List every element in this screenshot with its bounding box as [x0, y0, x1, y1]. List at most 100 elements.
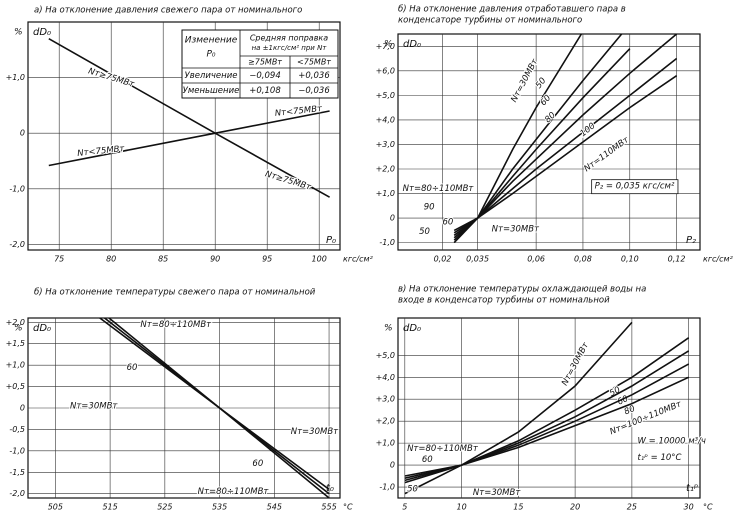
y-tick-label: +7,0: [376, 42, 395, 51]
y-tick-label: -1,0: [379, 483, 395, 492]
y-axis-label: dD₀: [33, 323, 51, 334]
x-tick-label: 0,035: [466, 255, 489, 264]
table-subheader: <75МВт: [297, 58, 331, 67]
annotation: Nт=30МВт: [473, 488, 521, 498]
annotation: 60: [422, 455, 433, 465]
y-tick-label: -0,5: [9, 425, 25, 434]
plot-frame: [27, 21, 341, 251]
y-unit: %: [384, 324, 393, 334]
annotation: 50: [407, 485, 418, 495]
y-tick-label: +5,0: [376, 351, 395, 360]
series-label: Nт<75МВт: [77, 144, 126, 159]
panel-title: б) На отклонение давления отработавшего …: [398, 5, 626, 15]
y-tick-label: -2,0: [9, 240, 25, 249]
x-tick-label: 0,10: [621, 255, 639, 264]
y-tick-label: +1,5: [6, 339, 25, 348]
x-tick-label: 15: [513, 503, 523, 512]
y-tick-label: +1,0: [376, 439, 395, 448]
annotation: Nт=80÷110МВт: [403, 184, 475, 194]
x-tick-label: 0,02: [434, 255, 452, 264]
y-tick-label: +6,0: [376, 66, 395, 75]
annotation: Nт=80÷110МВт: [407, 444, 479, 454]
x-tick-label: 80: [106, 255, 116, 264]
x-tick-label: 90: [210, 255, 220, 264]
x-tick-label: 0,06: [527, 255, 545, 264]
y-tick-label: +3,0: [376, 140, 395, 149]
y-tick-label: -1,5: [9, 468, 25, 477]
y-unit: %: [14, 324, 23, 334]
x-tick-label: 525: [157, 503, 172, 512]
series-line: [453, 75, 678, 232]
x-tick-label: 25: [627, 503, 637, 512]
y-axis-label: dD₀: [403, 39, 421, 50]
table-cell: +0,108: [249, 86, 281, 96]
panel-title: б) На отклонение температуры свежего пар…: [34, 288, 316, 298]
y-tick-label: -1,0: [9, 184, 25, 193]
annotation: t₁ᵖ = 10°C: [638, 453, 682, 463]
x-axis-label: P₂: [686, 235, 696, 246]
annotation: 60: [252, 459, 263, 469]
x-tick-label: 10: [456, 503, 466, 512]
y-tick-label: +1,0: [6, 73, 25, 82]
series-label: 80: [543, 110, 558, 125]
table-cell: Увеличение: [185, 71, 238, 81]
y-tick-label: +1,0: [376, 189, 395, 198]
x-tick-label: 95: [262, 255, 272, 264]
series-label: Nт=30МВт: [70, 401, 118, 411]
y-tick-label: 0: [20, 129, 25, 138]
y-tick-label: +4,0: [376, 373, 395, 382]
series-line: [404, 321, 633, 495]
annotation: Nт=30МВт: [492, 225, 540, 235]
table-header: Средняя поправка: [250, 34, 328, 43]
table-cell: −0,036: [298, 86, 330, 96]
y-unit: %: [384, 40, 393, 50]
table-header: P₀: [206, 50, 215, 60]
annotation-box: [591, 179, 679, 195]
x-tick-label: 100: [312, 255, 327, 264]
plot-frame: [397, 33, 701, 251]
annotation: 60: [442, 217, 453, 227]
series-label: 60: [127, 363, 138, 373]
series-line: [404, 376, 689, 477]
y-tick-label: -1,0: [379, 238, 395, 247]
x-tick-label: 0,08: [574, 255, 592, 264]
series-line: [453, 34, 583, 244]
x-tick-label: 75: [54, 255, 64, 264]
x-tick-label: 5: [402, 503, 407, 512]
series-line: [453, 34, 623, 241]
annotation: P₂ = 0,035 кгс/см²: [595, 182, 675, 192]
x-axis-label: t₀: [326, 483, 334, 494]
annotation: Nт=30МВт: [291, 427, 339, 437]
y-tick-label: 0: [390, 461, 395, 470]
series-line: [453, 48, 631, 239]
table-frame: [181, 29, 339, 99]
x-tick-label: 0,12: [668, 255, 686, 264]
x-tick-label: 555: [321, 503, 336, 512]
y-tick-label: +1,0: [6, 361, 25, 370]
annotation: W = 10000 м³/ч: [638, 436, 706, 446]
x-unit: °C: [703, 503, 713, 512]
panel-title: а) На отклонение давления свежего пара о…: [34, 6, 302, 16]
series-line: [107, 318, 330, 498]
table-cell: +0,036: [298, 71, 330, 81]
y-tick-label: +3,0: [376, 395, 395, 404]
plot-frame: [397, 317, 701, 499]
x-axis-label: P₀: [326, 235, 336, 246]
panel-title: конденсаторе турбины от номинального: [398, 16, 582, 26]
y-axis-label: dD₀: [403, 323, 421, 334]
panel-title: в) На отклонение температуры охлаждающей…: [398, 285, 646, 295]
table-cell: −0,094: [249, 71, 280, 81]
y-tick-label: -2,0: [9, 489, 25, 498]
panel-title: входе в конденсатор турбины от номинальн…: [398, 296, 610, 306]
x-unit: кгс/см²: [703, 255, 734, 264]
y-tick-label: +5,0: [376, 91, 395, 100]
x-unit: °C: [343, 503, 353, 512]
x-tick-label: 515: [102, 503, 117, 512]
table-header: Изменение: [185, 36, 238, 46]
series-label: Nт≥75МВт: [87, 66, 136, 90]
x-tick-label: 505: [48, 503, 63, 512]
y-tick-label: +2,0: [376, 417, 395, 426]
annotation: 50: [419, 227, 430, 237]
annotation: Nт=80÷110МВт: [198, 487, 270, 497]
x-tick-label: 545: [267, 503, 282, 512]
